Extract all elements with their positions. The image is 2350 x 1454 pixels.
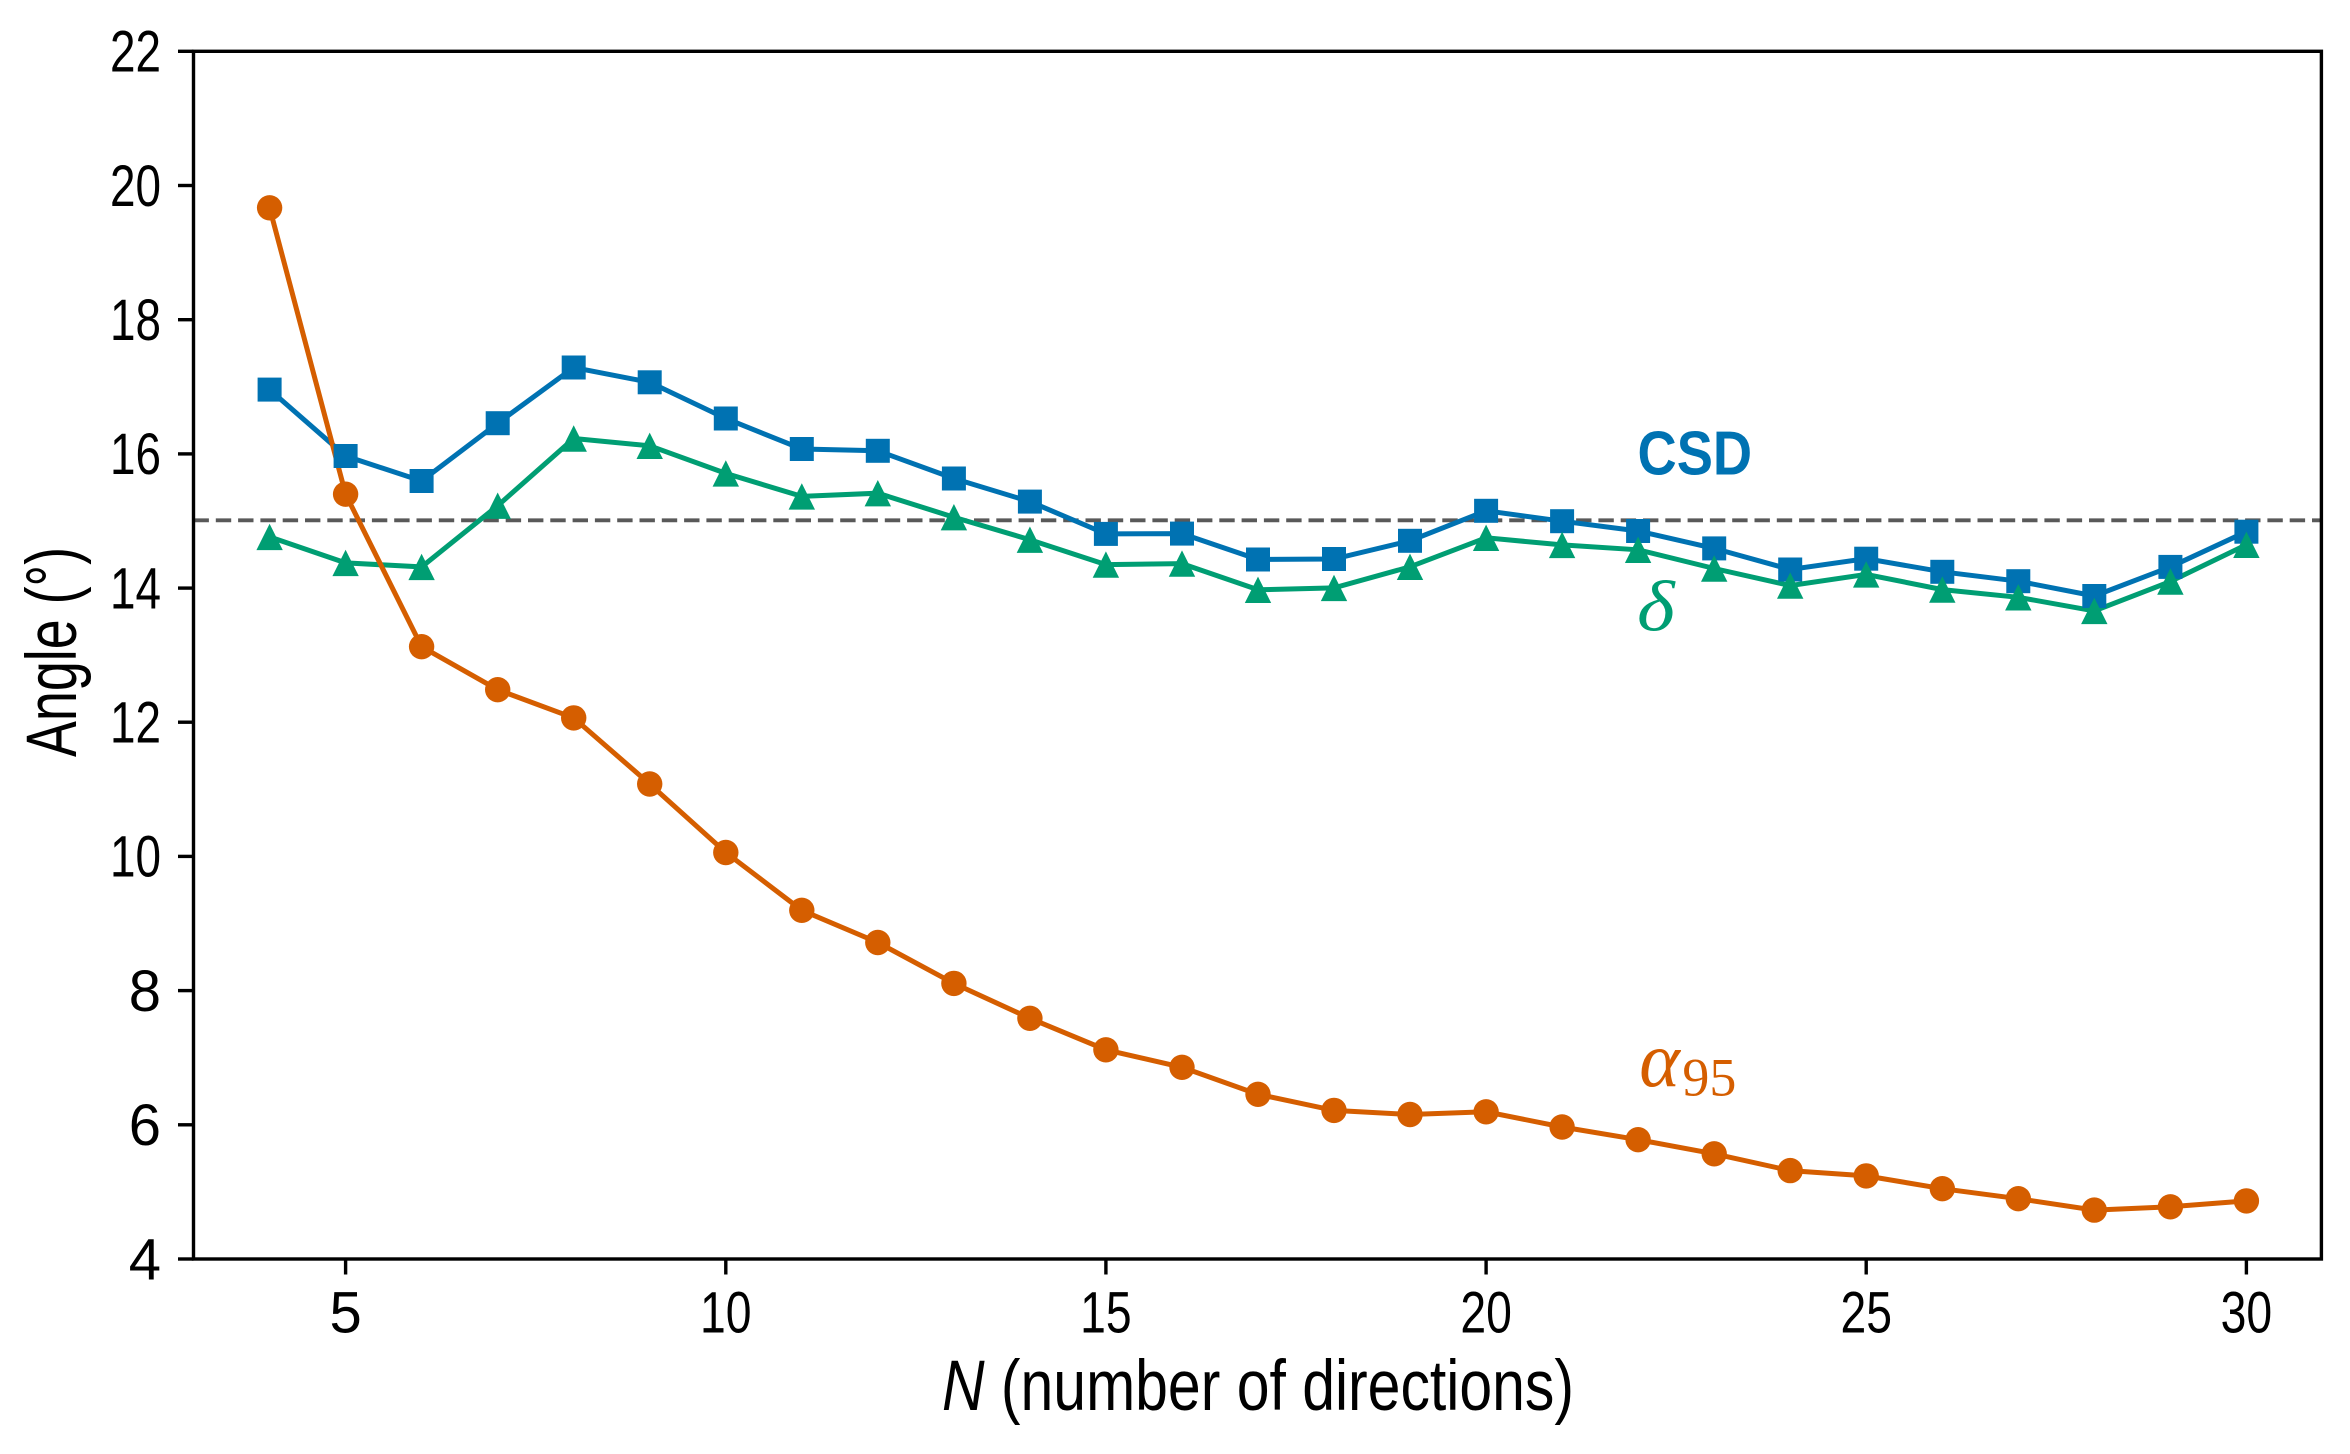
svg-text:16: 16 [110,422,161,487]
svg-text:10: 10 [110,825,161,890]
svg-text:α: α [1639,1016,1682,1104]
svg-text:25: 25 [1840,1281,1892,1346]
svg-text:4: 4 [129,1227,161,1292]
svg-text:8: 8 [129,959,161,1024]
svg-text:15: 15 [1080,1281,1132,1346]
svg-text:5: 5 [329,1281,361,1346]
svg-text:Angle (°): Angle (°) [13,547,92,757]
svg-text:22: 22 [110,20,161,85]
svg-text:12: 12 [110,691,161,756]
svg-text:20: 20 [110,154,161,219]
svg-text:δ: δ [1637,566,1676,646]
svg-text:6: 6 [129,1093,161,1158]
svg-text:N (number of directions): N (number of directions) [942,1347,1574,1426]
svg-text:95: 95 [1682,1048,1736,1108]
svg-text:20: 20 [1460,1281,1512,1346]
svg-text:30: 30 [2221,1281,2273,1346]
svg-text:10: 10 [700,1281,752,1346]
svg-text:CSD: CSD [1638,419,1753,488]
svg-text:14: 14 [110,556,161,621]
svg-text:18: 18 [110,288,161,353]
